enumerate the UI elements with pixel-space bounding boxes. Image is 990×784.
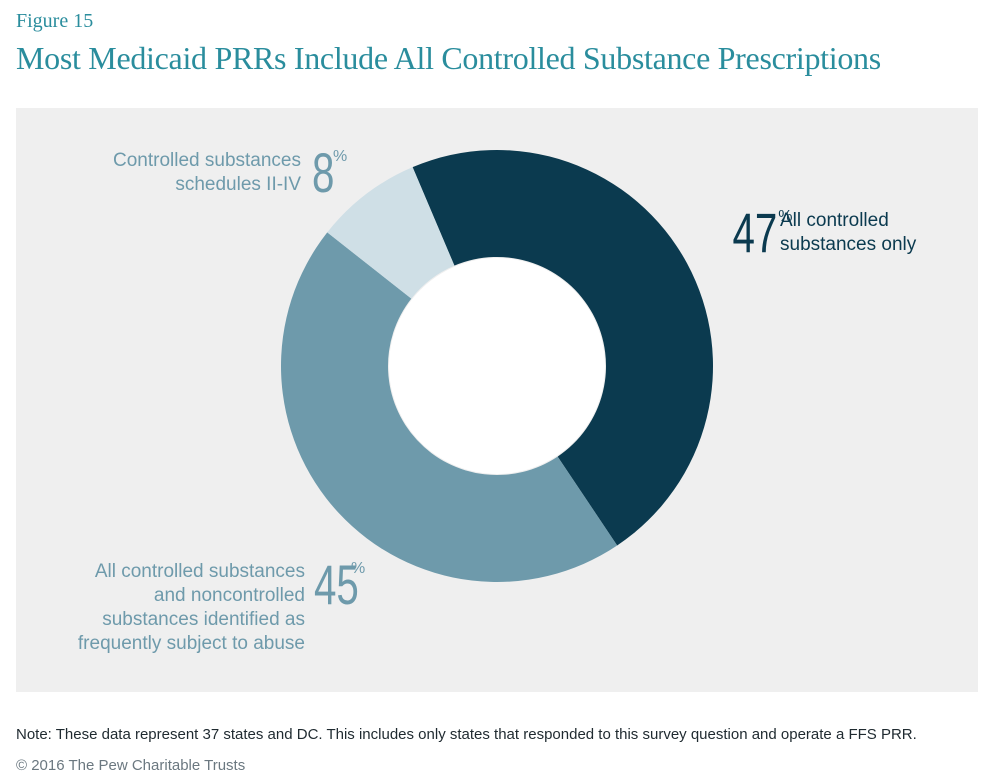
slice-label-line: Controlled substances [113,150,301,171]
donut-hole [389,258,605,474]
slice-value-all-controlled: 47 % [715,201,793,264]
slice-label-line: All controlled [780,210,889,231]
copyright: © 2016 The Pew Charitable Trusts [16,757,246,774]
percent-sign: % [333,148,348,165]
slice-label-controlled-and-noncontrolled: All controlled substances and noncontrol… [78,560,305,656]
percent-sign: % [351,560,366,577]
slice-label-schedules-ii-iv: Controlled substances schedules II-IV [113,149,301,197]
slice-value-number: 8 [312,141,335,204]
percent-sign: % [778,208,793,225]
donut-chart [280,149,714,583]
figure-label: Figure 15 [16,10,94,32]
slice-value-schedules-ii-iv: 8 % [312,141,348,204]
slice-label-all-controlled: All controlled substances only [780,209,916,257]
slice-label-line: substances only [780,234,917,255]
slice-label-line: All controlled substances [94,561,305,582]
chart-title: Most Medicaid PRRs Include All Controlle… [16,40,881,76]
slice-all-controlled [412,149,714,546]
slice-label-line: and noncontrolled [153,585,305,606]
slice-label-line: substances identified as [102,609,305,630]
slice-value-controlled-and-noncontrolled: 45 % [314,553,366,616]
slice-schedules-ii-iv [327,167,455,299]
footnote: Note: These data represent 37 states and… [16,726,917,743]
slice-label-line: schedules II-IV [175,174,301,195]
slice-value-number: 47 [732,201,778,264]
slice-controlled-and-noncontrolled [280,232,618,583]
chart-panel: 47 % All controlled substances only All … [16,108,978,692]
slice-label-line: frequently subject to abuse [77,633,305,654]
slice-value-number: 45 [314,553,359,616]
